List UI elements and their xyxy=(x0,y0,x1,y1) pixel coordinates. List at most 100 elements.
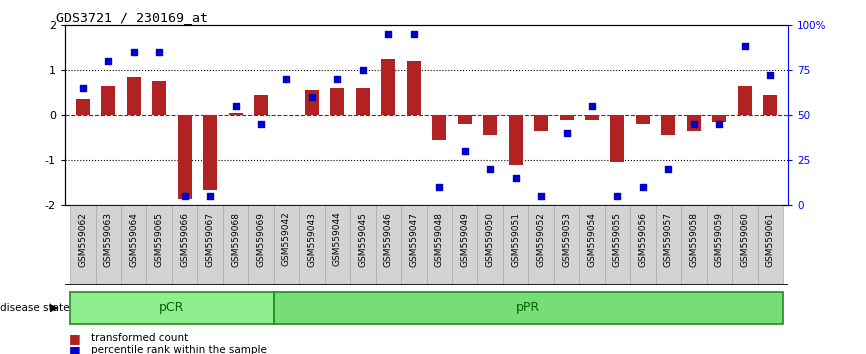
Bar xyxy=(579,205,604,285)
Point xyxy=(738,44,752,49)
Bar xyxy=(121,205,146,285)
Bar xyxy=(503,205,528,285)
Bar xyxy=(458,115,472,124)
Text: transformed count: transformed count xyxy=(91,333,188,343)
Bar xyxy=(554,205,579,285)
Point xyxy=(636,184,650,190)
Bar xyxy=(528,205,554,285)
Bar xyxy=(763,95,778,115)
Point xyxy=(178,193,191,199)
Bar xyxy=(732,205,758,285)
Bar xyxy=(350,205,376,285)
Bar xyxy=(305,90,319,115)
Bar xyxy=(70,205,95,285)
Text: percentile rank within the sample: percentile rank within the sample xyxy=(91,346,267,354)
Point xyxy=(713,121,727,127)
Text: GSM559047: GSM559047 xyxy=(410,212,418,267)
Bar xyxy=(713,115,727,122)
Text: GSM559063: GSM559063 xyxy=(104,212,113,267)
Text: GSM559049: GSM559049 xyxy=(460,212,469,267)
Text: GSM559066: GSM559066 xyxy=(180,212,189,267)
Bar xyxy=(682,205,707,285)
Bar xyxy=(178,115,191,199)
Text: GSM559067: GSM559067 xyxy=(205,212,215,267)
Bar xyxy=(274,205,299,285)
Point xyxy=(763,73,777,78)
Bar xyxy=(70,292,274,324)
Bar xyxy=(662,115,675,135)
Bar xyxy=(376,205,401,285)
Bar xyxy=(636,115,650,124)
Bar xyxy=(477,205,503,285)
Text: GSM559054: GSM559054 xyxy=(587,212,597,267)
Bar xyxy=(274,292,783,324)
Text: GSM559059: GSM559059 xyxy=(714,212,724,267)
Point xyxy=(76,85,90,91)
Bar xyxy=(254,95,268,115)
Point xyxy=(229,103,242,109)
Point xyxy=(458,148,472,154)
Bar xyxy=(707,205,732,285)
Point xyxy=(432,184,446,190)
Text: GSM559068: GSM559068 xyxy=(231,212,240,267)
Point xyxy=(152,49,166,55)
Text: GSM559045: GSM559045 xyxy=(359,212,367,267)
Bar xyxy=(197,205,223,285)
Bar xyxy=(95,205,121,285)
Text: GSM559069: GSM559069 xyxy=(256,212,266,267)
Point xyxy=(280,76,294,82)
Text: GSM559043: GSM559043 xyxy=(307,212,316,267)
Bar xyxy=(630,205,656,285)
Text: GSM559052: GSM559052 xyxy=(537,212,546,267)
Bar xyxy=(146,205,171,285)
Point xyxy=(101,58,115,64)
Point xyxy=(126,49,140,55)
Point xyxy=(559,130,573,136)
Bar xyxy=(585,115,599,120)
Text: GSM559065: GSM559065 xyxy=(155,212,164,267)
Bar xyxy=(229,113,242,115)
Bar xyxy=(559,115,573,120)
Bar xyxy=(758,205,783,285)
Text: GSM559046: GSM559046 xyxy=(384,212,393,267)
Point xyxy=(254,121,268,127)
Bar xyxy=(604,205,630,285)
Bar xyxy=(427,205,452,285)
Bar xyxy=(75,99,90,115)
Bar xyxy=(611,115,624,162)
Bar xyxy=(508,115,522,165)
Point xyxy=(305,94,319,100)
Text: GSM559044: GSM559044 xyxy=(333,212,342,267)
Text: ▶: ▶ xyxy=(50,303,59,313)
Bar xyxy=(452,205,477,285)
Bar xyxy=(152,81,166,115)
Bar xyxy=(299,205,325,285)
Text: GDS3721 / 230169_at: GDS3721 / 230169_at xyxy=(56,11,209,24)
Bar xyxy=(432,115,446,140)
Text: ■: ■ xyxy=(69,344,81,354)
Point xyxy=(331,76,345,82)
Point xyxy=(356,67,370,73)
Text: GSM559062: GSM559062 xyxy=(78,212,87,267)
Point xyxy=(611,193,624,199)
Point xyxy=(534,193,548,199)
Text: GSM559055: GSM559055 xyxy=(613,212,622,267)
Text: GSM559064: GSM559064 xyxy=(129,212,139,267)
Bar xyxy=(204,115,217,189)
Text: GSM559051: GSM559051 xyxy=(511,212,520,267)
Bar xyxy=(738,86,752,115)
Bar xyxy=(249,205,274,285)
Point xyxy=(662,166,675,172)
Text: GSM559042: GSM559042 xyxy=(282,212,291,267)
Point xyxy=(508,176,522,181)
Bar xyxy=(223,205,249,285)
Text: GSM559050: GSM559050 xyxy=(486,212,494,267)
Point xyxy=(381,31,395,37)
Bar xyxy=(401,205,427,285)
Bar xyxy=(171,205,197,285)
Bar xyxy=(381,59,395,115)
Bar xyxy=(656,205,682,285)
Point xyxy=(483,166,497,172)
Text: ■: ■ xyxy=(69,332,81,344)
Text: GSM559048: GSM559048 xyxy=(435,212,443,267)
